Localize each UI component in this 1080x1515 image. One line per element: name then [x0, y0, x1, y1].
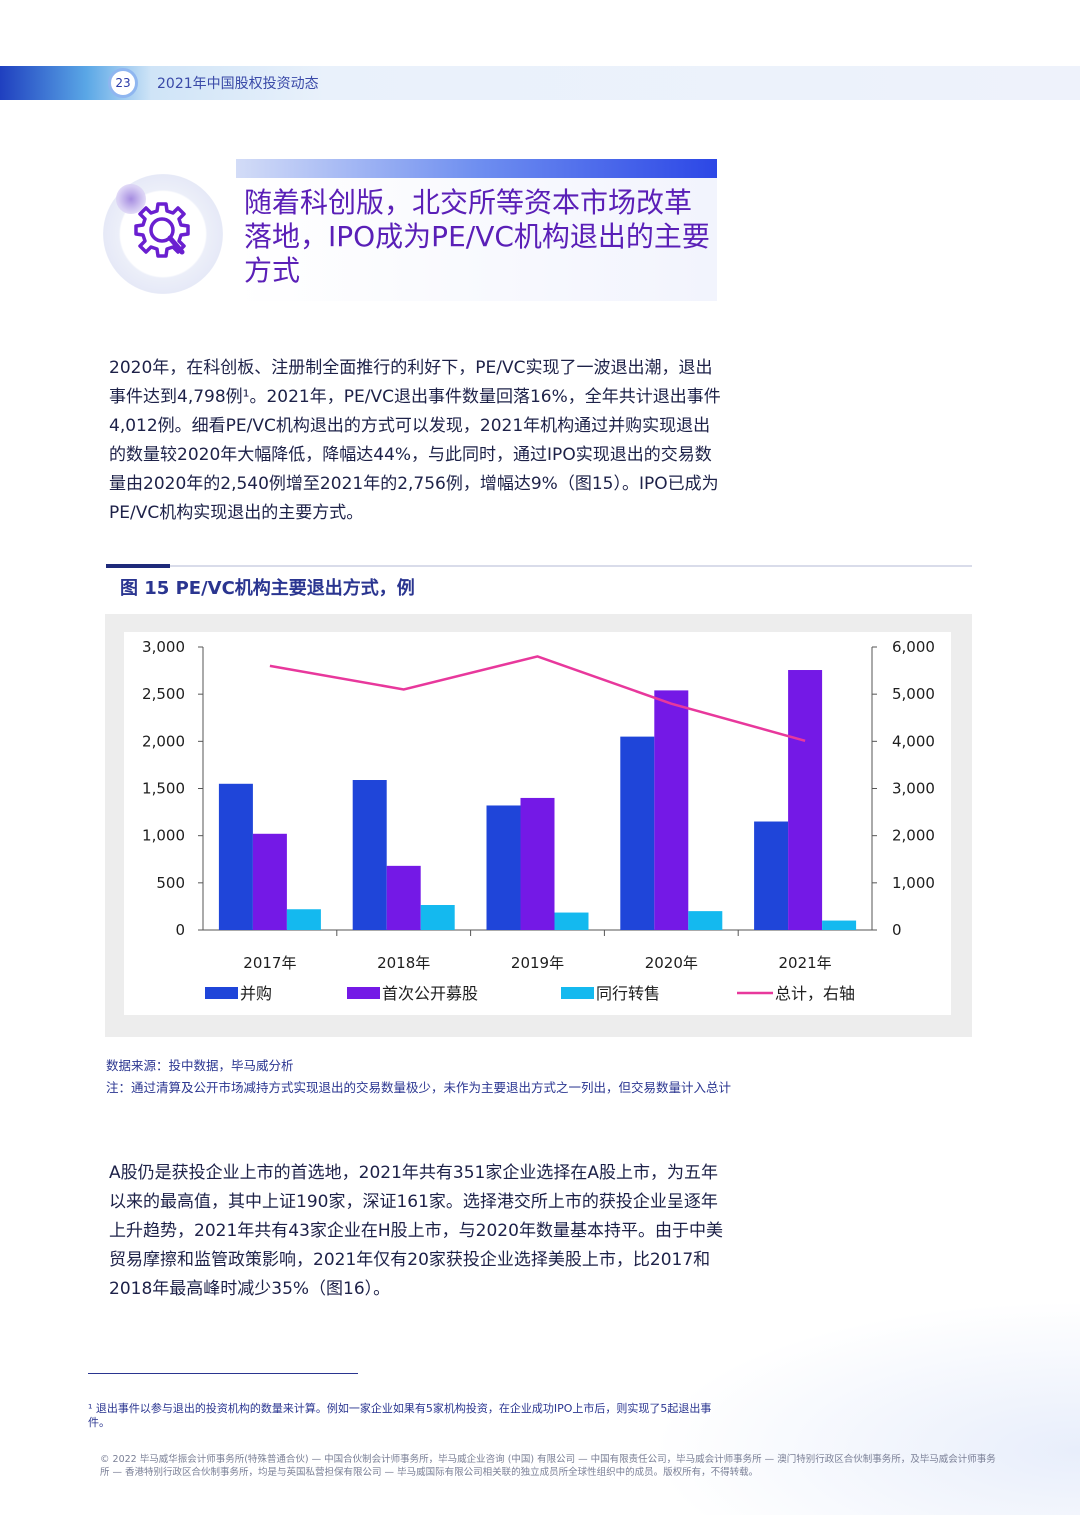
legend-swatch — [347, 987, 380, 999]
left-tick-label: 2,000 — [142, 732, 185, 750]
right-tick-label: 1,000 — [892, 874, 935, 892]
section-title: 随着科创版，北交所等资本市场改革落地，IPO成为PE/VC机构退出的主要方式 — [244, 186, 710, 287]
bar — [788, 670, 823, 930]
left-tick-label: 3,000 — [142, 638, 185, 656]
bar — [822, 920, 857, 930]
decorative-dot — [116, 184, 146, 214]
header-band — [0, 66, 1080, 100]
right-tick-label: 4,000 — [892, 732, 935, 750]
decorative-glow — [650, 1300, 1080, 1515]
bar — [620, 736, 655, 930]
x-tick-label: 2019年 — [511, 954, 564, 972]
gear-search-icon — [134, 202, 190, 258]
chart-note: 注：通过清算及公开市场减持方式实现退出的交易数量极少，未作为主要退出方式之一列出… — [106, 1080, 732, 1095]
bar — [554, 912, 589, 930]
footnote-rule — [88, 1373, 358, 1374]
bar — [520, 797, 555, 930]
section-title-box — [236, 159, 717, 301]
x-tick-label: 2018年 — [377, 954, 430, 972]
section-title-bar — [236, 159, 717, 178]
right-tick-label: 0 — [892, 921, 902, 939]
figure-rule-accent — [106, 564, 170, 568]
total-line — [269, 655, 806, 742]
right-tick-label: 2,000 — [892, 827, 935, 845]
footnote: ¹ 退出事件以参与退出的投资机构的数量来计算。例如一家企业如果有5家机构投资，在… — [88, 1402, 712, 1429]
left-tick-label: 1,000 — [142, 827, 185, 845]
right-tick-label: 6,000 — [892, 638, 935, 656]
bar — [754, 821, 789, 930]
figure-rule — [170, 565, 972, 567]
right-tick-label: 3,000 — [892, 780, 935, 798]
legend-label: 首次公开募股 — [382, 984, 478, 1003]
body-paragraph-2: A股仍是获投企业上市的首选地，2021年共有351家企业选择在A股上市，为五年以… — [109, 1163, 723, 1299]
bar — [352, 780, 387, 930]
left-tick-label: 0 — [175, 921, 185, 939]
legend-swatch — [205, 987, 238, 999]
x-tick-label: 2020年 — [645, 954, 698, 972]
left-tick-label: 1,500 — [142, 780, 185, 798]
left-tick-label: 500 — [156, 874, 185, 892]
right-tick-label: 5,000 — [892, 685, 935, 703]
bar — [286, 909, 321, 930]
legend-swatch — [561, 987, 594, 999]
legend-label: 同行转售 — [596, 984, 660, 1003]
copyright-text: © 2022 毕马威华振会计师事务所(特殊普通合伙) — 中国合伙制会计师事务所… — [100, 1454, 996, 1478]
bar — [386, 865, 421, 930]
bar — [654, 690, 689, 930]
bar — [218, 783, 253, 930]
data-source-note: 数据来源：投中数据，毕马威分析 — [106, 1058, 294, 1073]
body-paragraph-1: 2020年，在科创板、注册制全面推行的利好下，PE/VC实现了一波退出潮，退出事… — [109, 358, 721, 523]
x-tick-label: 2021年 — [779, 954, 832, 972]
legend-label: 并购 — [240, 984, 272, 1003]
bar — [420, 905, 455, 930]
x-tick-label: 2017年 — [243, 954, 296, 972]
bar — [252, 833, 287, 930]
page-number: 23 — [108, 68, 138, 98]
legend-label: 总计，右轴 — [775, 984, 855, 1003]
header-title: 2021年中国股权投资动态 — [157, 76, 319, 92]
bar — [486, 805, 521, 930]
bar — [688, 911, 723, 930]
figure-title: 图 15 PE/VC机构主要退出方式，例 — [120, 578, 415, 599]
left-tick-label: 2,500 — [142, 685, 185, 703]
